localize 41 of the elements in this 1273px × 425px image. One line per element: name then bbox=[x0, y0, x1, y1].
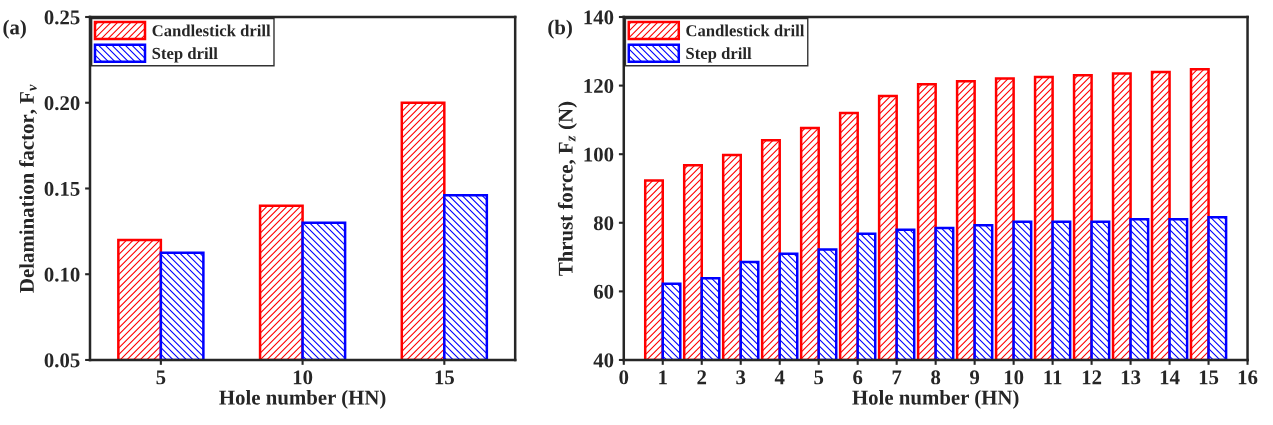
x-tick-label: 13 bbox=[1121, 370, 1141, 385]
y-tick-label: 120 bbox=[584, 78, 614, 94]
x-tick-label: 16 bbox=[1238, 370, 1258, 385]
x-tick-label: 6 bbox=[853, 370, 863, 385]
legend-label: Candlestick drill bbox=[152, 24, 271, 37]
y-tick-label: 80 bbox=[593, 216, 614, 231]
y-tick-label: 0.05 bbox=[44, 353, 80, 368]
x-tick-label: 4 bbox=[774, 370, 785, 385]
y-axis-title: Delamination factor, F$_{v}$ bbox=[19, 84, 37, 293]
x-tick-label: 7 bbox=[892, 370, 902, 385]
legend-label: Step drill bbox=[686, 47, 752, 63]
y-axis-title: Thrust force, F$_{z}$ (N) bbox=[557, 101, 577, 276]
legend-label: Step drill bbox=[152, 47, 218, 63]
text: (a) bbox=[3, 19, 26, 39]
y-tick-label: 60 bbox=[593, 284, 614, 299]
x-axis-title: Hole number (HN) bbox=[219, 389, 386, 409]
x-tick-label: 12 bbox=[1082, 370, 1102, 385]
x-tick-label: 15 bbox=[1199, 370, 1219, 385]
y-tick-label: 140 bbox=[584, 10, 614, 25]
x-tick-label: 14 bbox=[1160, 370, 1180, 385]
y-tick-label: 0.10 bbox=[44, 267, 80, 282]
y-tick-label: 0.25 bbox=[44, 10, 80, 25]
y-tick-label: 100 bbox=[584, 147, 614, 162]
text: (b) bbox=[548, 19, 572, 39]
legend-label: Candlestick drill bbox=[686, 24, 805, 37]
x-tick-label: 11 bbox=[1044, 370, 1062, 385]
x-tick-label: 15 bbox=[435, 370, 454, 385]
y-tick-label: 0.20 bbox=[44, 96, 80, 111]
x-tick-label: 3 bbox=[736, 370, 746, 385]
x-tick-label: 10 bbox=[293, 370, 313, 385]
x-tick-label: 2 bbox=[697, 370, 707, 385]
x-tick-label: 5 bbox=[156, 370, 166, 385]
y-tick-label: 0.15 bbox=[44, 181, 80, 197]
x-axis-title: Hole number (HN) bbox=[852, 389, 1019, 409]
x-tick-label: 10 bbox=[1004, 370, 1024, 385]
x-tick-label: 8 bbox=[931, 370, 941, 385]
x-tick-label: 5 bbox=[814, 370, 824, 385]
y-tick-label: 40 bbox=[593, 353, 614, 368]
x-tick-label: 1 bbox=[659, 370, 667, 385]
x-tick-label: 9 bbox=[970, 370, 980, 385]
x-tick-label: 0 bbox=[619, 370, 629, 385]
